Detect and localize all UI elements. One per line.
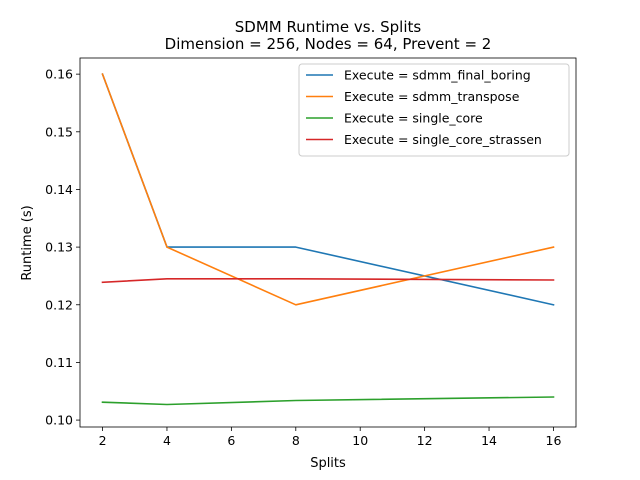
x-tick-label: 2 — [99, 433, 107, 448]
x-tick-label: 6 — [227, 433, 235, 448]
y-tick-label: 0.13 — [45, 240, 73, 255]
x-tick-label: 8 — [292, 433, 300, 448]
legend-label-3: Execute = single_core_strassen — [344, 132, 542, 147]
x-tick-label: 10 — [352, 433, 368, 448]
y-tick-label: 0.12 — [45, 297, 73, 312]
y-tick-label: 0.16 — [45, 67, 73, 82]
x-axis-label: Splits — [310, 456, 346, 471]
y-axis-label: Runtime (s) — [20, 205, 35, 280]
axes-frame — [79, 57, 577, 428]
x-tick-label: 14 — [481, 433, 497, 448]
series-line-1 — [101, 73, 555, 306]
series-line-2 — [101, 396, 555, 406]
x-tick-label: 12 — [417, 433, 433, 448]
legend-box — [298, 63, 570, 157]
chart-title: SDMM Runtime vs. Splits — [235, 18, 422, 36]
x-tick-label: 4 — [163, 433, 171, 448]
y-tick-label: 0.15 — [45, 124, 73, 139]
x-tick-label: 16 — [546, 433, 562, 448]
series-line-3 — [101, 277, 555, 284]
y-tick-label: 0.11 — [45, 355, 73, 370]
y-tick-label: 0.10 — [45, 413, 73, 428]
legend-label-0: Execute = sdmm_final_boring — [344, 68, 531, 83]
y-tick-label: 0.14 — [45, 182, 73, 197]
legend-label-2: Execute = single_core — [344, 111, 483, 126]
plot-area: 2 4 6 8 10 12 14 16 0.10 0.11 0.12 0.13 0.14 0.15 0.16… — [45, 57, 577, 448]
chart-subtitle: Dimension = 256, Nodes = 64, Prevent = 2 — [165, 35, 492, 53]
legend-label-1: Execute = sdmm_transpose — [344, 89, 520, 104]
